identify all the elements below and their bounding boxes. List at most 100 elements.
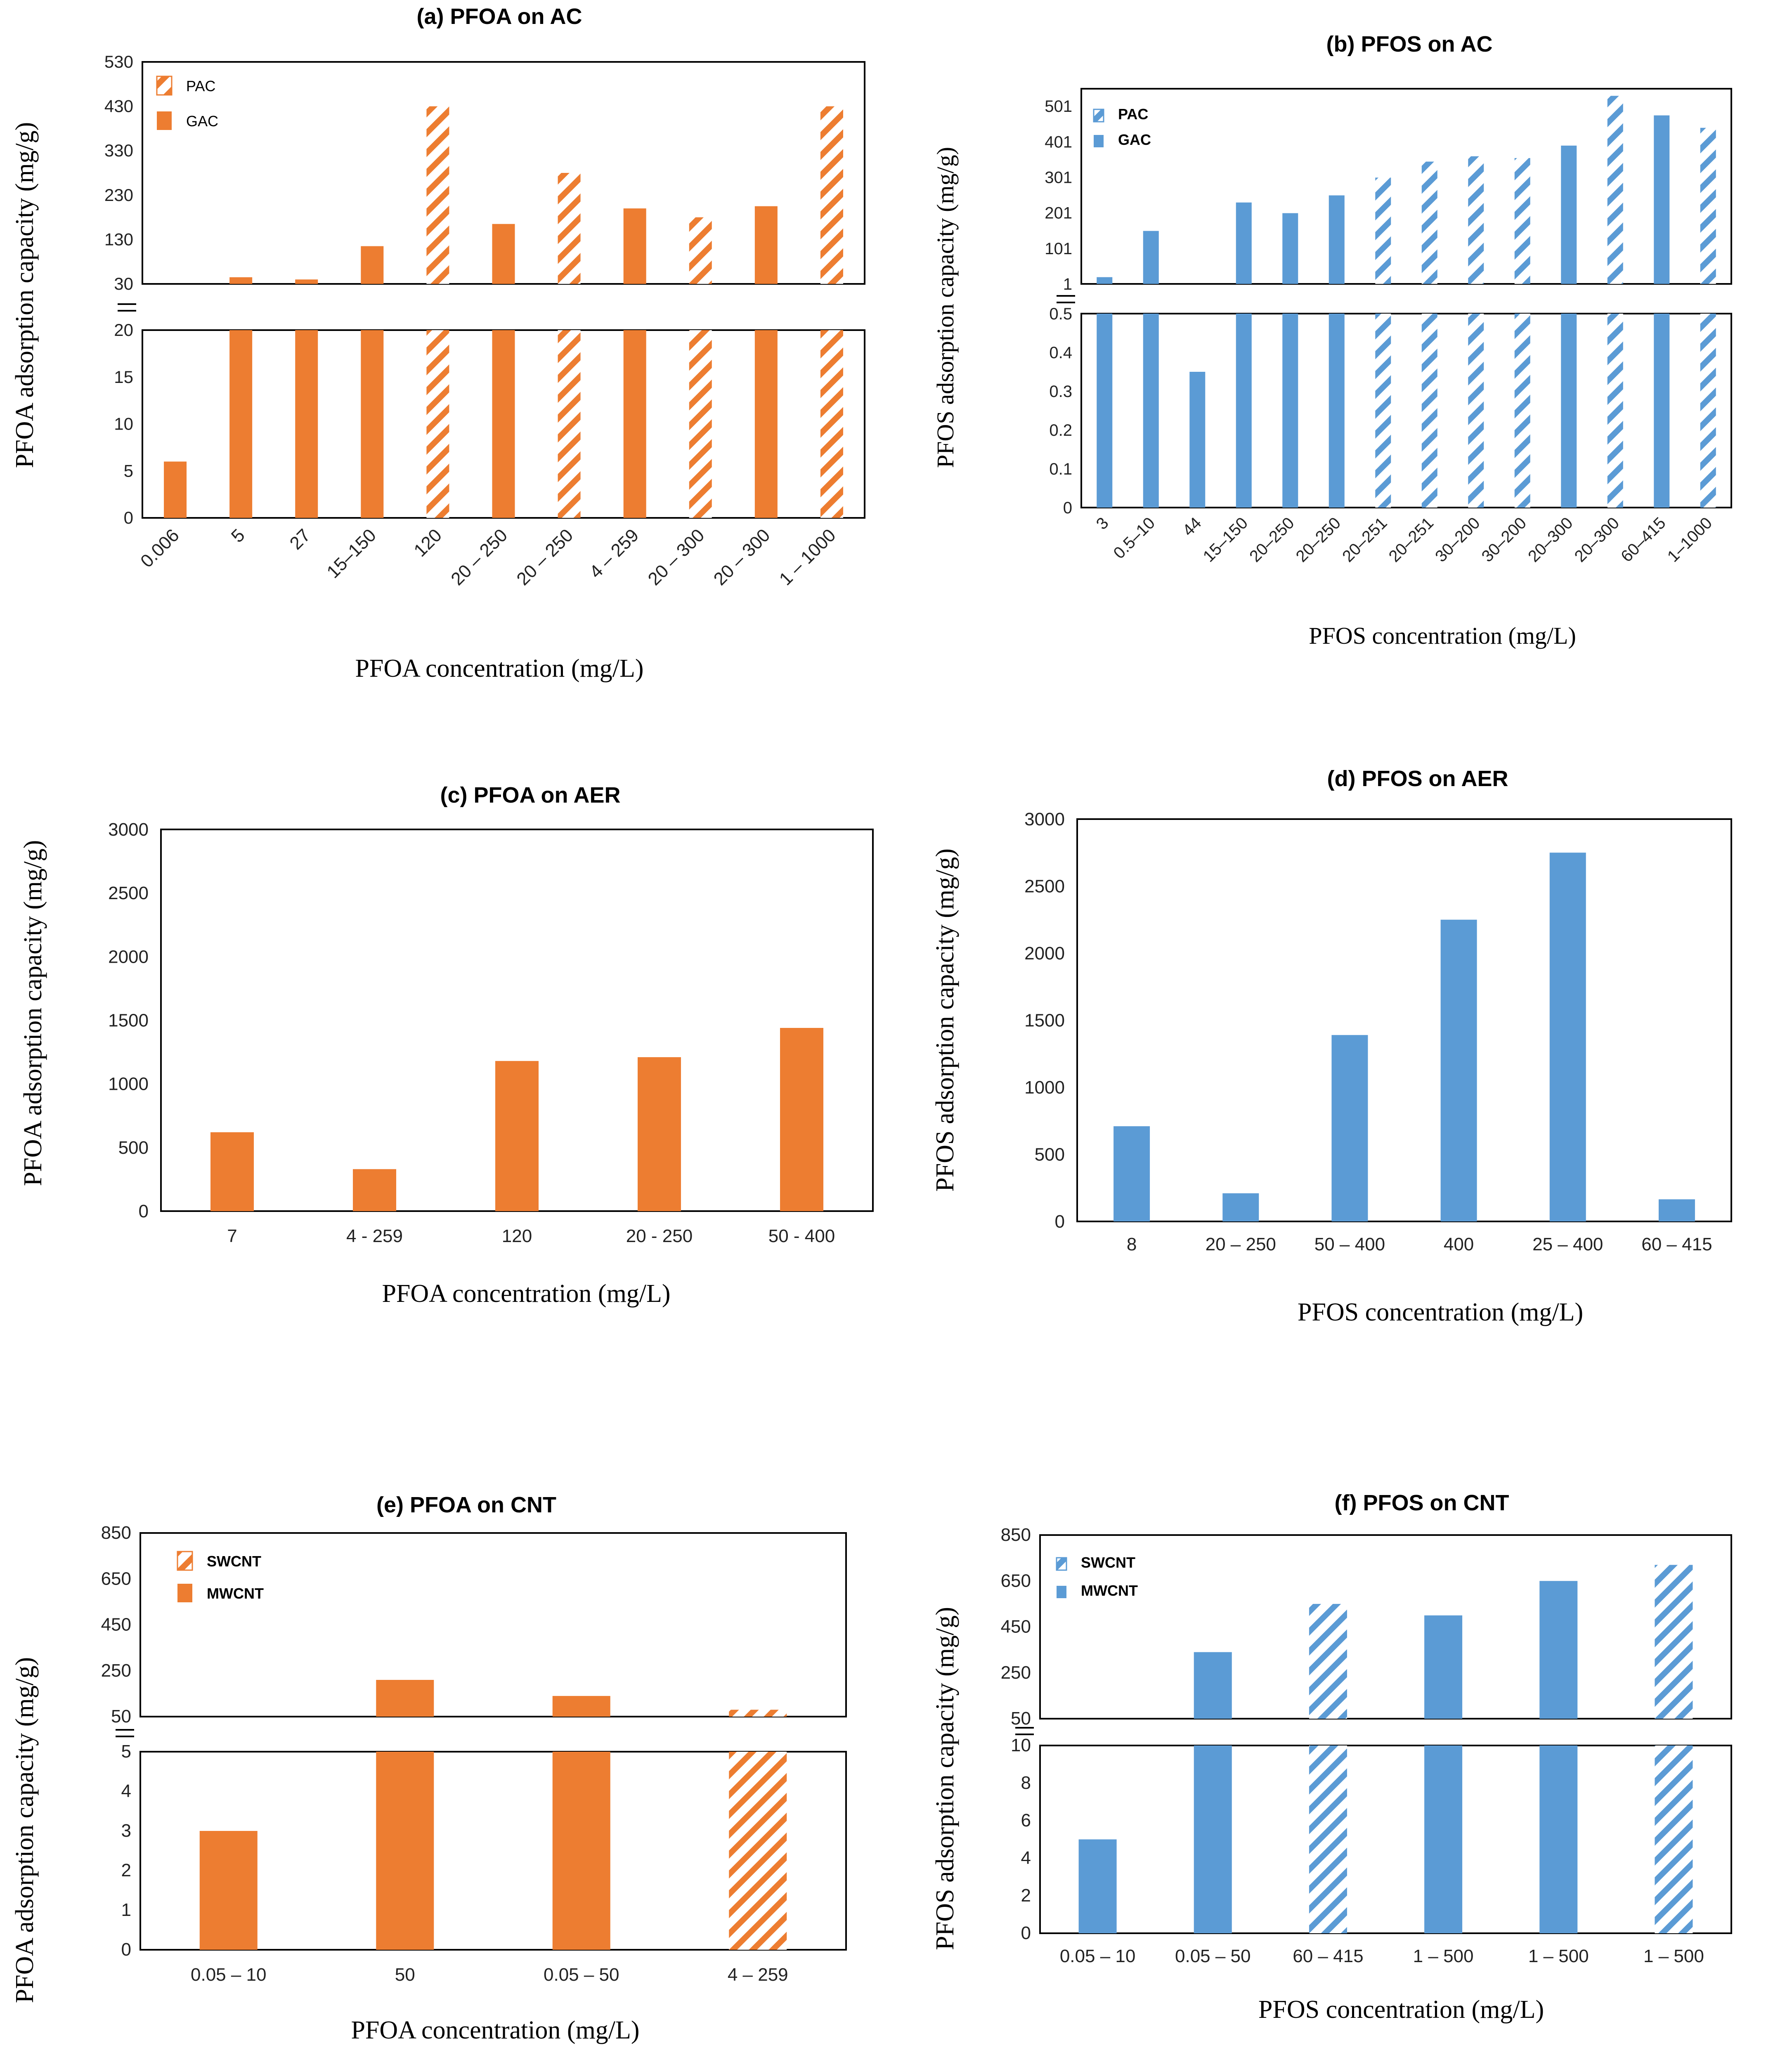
bar-upper <box>729 1710 787 1717</box>
x-axis-label: PFOA concentration (mg/L) <box>382 1280 670 1308</box>
bar-lower <box>1468 314 1484 508</box>
y-tick-label-lower: 10 <box>114 414 133 434</box>
bar-upper <box>1700 128 1716 284</box>
bar <box>1331 1035 1368 1221</box>
y-tick-label-upper: 250 <box>101 1660 131 1681</box>
y-tick-label-lower: 10 <box>1011 1735 1031 1755</box>
y-tick-label-lower: 0 <box>124 508 133 527</box>
y-tick-label-upper: 530 <box>104 52 133 71</box>
y-axis-label: PFOS adsorption capacity (mg/g) <box>931 848 959 1192</box>
bar-upper <box>754 206 778 284</box>
bar-lower <box>295 330 318 518</box>
x-tick-label: 20–250 <box>1246 514 1298 566</box>
x-tick-label: 20 - 250 <box>626 1226 693 1246</box>
bar <box>353 1169 396 1211</box>
y-tick-label-upper: 250 <box>1001 1663 1031 1683</box>
x-tick-label: 400 <box>1444 1234 1474 1254</box>
bar-lower <box>689 330 712 518</box>
bar <box>1658 1199 1695 1221</box>
bar-upper <box>361 246 384 284</box>
bar-lower <box>199 1831 258 1950</box>
x-tick-label: 4 – 259 <box>586 525 643 582</box>
chart-c: (c) PFOA on AER PFOA adsorption capacity … <box>19 783 874 1308</box>
bar-lower <box>1282 314 1298 508</box>
y-tick-label: 500 <box>118 1138 149 1158</box>
bar-lower <box>820 330 843 518</box>
legend-swatch <box>1094 135 1104 147</box>
legend-label: SWCNT <box>207 1553 261 1570</box>
y-tick-label-lower: 2 <box>1021 1885 1031 1906</box>
x-tick-label: 20–250 <box>1293 514 1345 566</box>
legend-label: MWCNT <box>207 1585 264 1602</box>
y-tick-label: 1000 <box>108 1074 149 1094</box>
bar-lower <box>164 461 187 518</box>
bar-upper <box>558 173 581 284</box>
chart-title: (f) PFOS on CNT <box>1335 1490 1509 1515</box>
x-tick-label: 0.05 – 10 <box>191 1965 267 1985</box>
bar-lower <box>1329 314 1345 508</box>
bar-upper <box>492 224 515 284</box>
bar-upper <box>1236 202 1252 284</box>
legend-swatch <box>157 111 172 130</box>
x-tick-label: 1–1000 <box>1664 514 1716 566</box>
x-tick-label: 3 <box>1093 514 1112 533</box>
bar-upper <box>689 217 712 284</box>
x-tick-label: 0.05 – 50 <box>544 1965 619 1985</box>
plot-area-upper <box>139 1532 847 1717</box>
chart-b: (b) PFOS on AC PFOS adsorption capacity (… <box>932 32 1732 649</box>
y-axis-label: PFOS adsorption capacity (mg/g) <box>932 147 959 468</box>
y-tick-label-lower: 8 <box>1021 1773 1031 1793</box>
chart-title: (d) PFOS on AER <box>1327 766 1508 791</box>
y-tick-label-upper: 50 <box>111 1706 131 1727</box>
x-tick-label: 5 <box>227 525 249 546</box>
y-tick-label: 2000 <box>108 947 149 967</box>
bar-upper <box>1655 1565 1693 1719</box>
y-tick-label: 3000 <box>1024 809 1065 829</box>
bar-upper <box>552 1696 610 1717</box>
bar-lower <box>754 330 778 518</box>
bar-lower <box>1236 314 1252 508</box>
bar-lower <box>1700 314 1716 508</box>
y-tick-label-lower: 0.2 <box>1049 421 1072 439</box>
legend-swatch <box>1056 1557 1067 1571</box>
bar-upper <box>1514 158 1530 284</box>
x-axis-label: PFOA concentration (mg/L) <box>355 654 643 683</box>
x-tick-label: 20 – 250 <box>447 525 511 589</box>
y-tick-label-upper: 101 <box>1045 240 1072 258</box>
y-tick-label-lower: 6 <box>1021 1810 1031 1831</box>
x-tick-label: 20 – 250 <box>1206 1234 1276 1254</box>
y-tick-label: 1500 <box>108 1011 149 1031</box>
bar-lower <box>1078 1839 1117 1933</box>
chart-title: (c) PFOA on AER <box>440 783 621 808</box>
legend-swatch <box>1093 109 1104 123</box>
y-tick-label-upper: 450 <box>1001 1617 1031 1637</box>
y-tick-label: 0 <box>1055 1212 1065 1232</box>
x-tick-label: 20 – 300 <box>710 525 774 589</box>
bar <box>1440 919 1477 1221</box>
legend-label: MWCNT <box>1081 1582 1138 1599</box>
y-tick-label-lower: 3 <box>121 1821 131 1841</box>
x-tick-label: 60 – 415 <box>1641 1234 1712 1254</box>
x-tick-label: 30–200 <box>1478 514 1530 566</box>
x-tick-label: 7 <box>227 1226 237 1246</box>
y-tick-label: 1000 <box>1024 1077 1065 1098</box>
x-tick-label: 0.5–10 <box>1110 514 1158 562</box>
plot-area-lower <box>1039 1745 1732 1934</box>
legend-label: SWCNT <box>1081 1554 1135 1571</box>
x-tick-label: 30–200 <box>1432 514 1484 566</box>
x-tick-label: 1 – 500 <box>1528 1946 1589 1966</box>
y-tick-label-lower: 1 <box>121 1900 131 1920</box>
x-tick-label: 0.05 – 10 <box>1060 1946 1136 1966</box>
bar-upper <box>1468 156 1484 284</box>
chart-title: (a) PFOA on AC <box>417 4 582 29</box>
bar <box>1549 853 1586 1221</box>
y-tick-label-upper: 50 <box>1011 1708 1031 1729</box>
plot-area-upper <box>1039 1534 1732 1720</box>
bar-upper <box>820 106 843 284</box>
bar-upper <box>426 106 449 284</box>
bar-lower <box>1539 1745 1578 1933</box>
bar-lower <box>1189 372 1206 508</box>
x-axis-label: PFOS concentration (mg/L) <box>1298 1298 1583 1326</box>
x-axis-label: PFOS concentration (mg/L) <box>1258 1996 1544 2024</box>
